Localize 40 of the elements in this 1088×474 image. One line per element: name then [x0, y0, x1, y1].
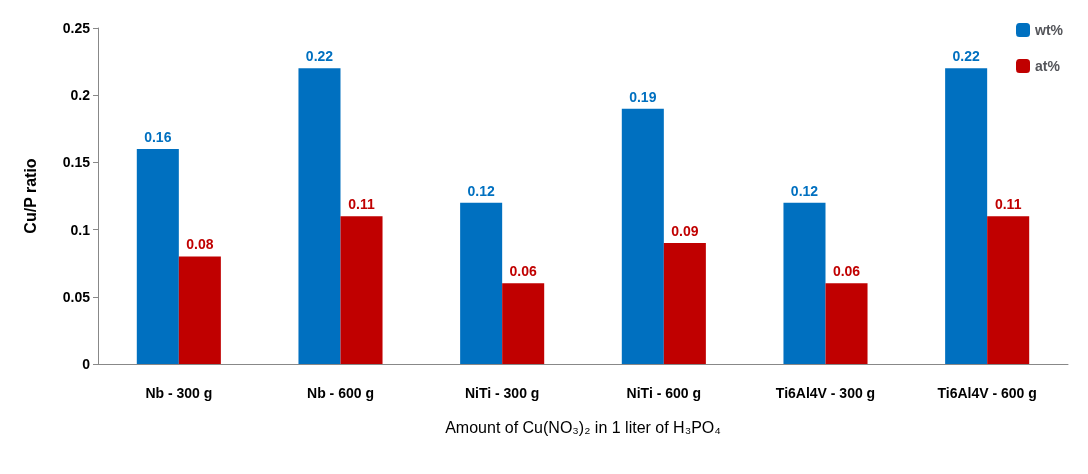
x-tick-label: Ti6Al4V - 300 g [775, 385, 876, 401]
y-tick-label: 0 [82, 356, 91, 372]
data-label: 0.11 [994, 196, 1022, 213]
data-label: 0.06 [832, 263, 861, 280]
x-tick-label: Nb - 300 g [145, 385, 213, 401]
y-tick-label: 0.1 [70, 221, 91, 238]
bar [825, 283, 868, 364]
bar [298, 68, 341, 364]
x-tick-label: Ti6Al4V - 600 g [937, 385, 1037, 401]
bar [340, 216, 383, 364]
bar [945, 68, 988, 364]
bar [783, 202, 826, 364]
data-label: 0.16 [144, 128, 172, 145]
bar [502, 283, 545, 364]
data-label: 0.22 [952, 48, 980, 65]
data-label: 0.09 [671, 223, 699, 240]
data-label: 0.12 [467, 182, 495, 199]
data-label: 0.19 [629, 88, 657, 105]
legend-label: wt% [1034, 22, 1064, 38]
data-label: 0.22 [305, 48, 334, 65]
bar [136, 148, 179, 364]
y-tick-label: 0.2 [70, 87, 91, 104]
bar [663, 243, 706, 364]
x-tick-label: NiTi - 300 g [464, 385, 540, 401]
bar [178, 256, 221, 364]
y-tick-label: 0.05 [62, 288, 91, 305]
y-axis-title: Cu/P ratio [21, 158, 39, 234]
bar [621, 108, 664, 364]
x-tick-label: NiTi - 600 g [626, 385, 702, 401]
y-tick-label: 0.15 [62, 154, 91, 171]
bar [460, 202, 503, 364]
data-label: 0.12 [790, 182, 819, 199]
legend-label: at% [1035, 58, 1061, 74]
bar [987, 216, 1030, 364]
y-tick-label: 0.25 [62, 20, 91, 36]
data-label: 0.06 [509, 263, 538, 280]
x-axis-title: Amount of Cu(NO₃)₂ in 1 liter of H₃PO₄ [445, 418, 721, 436]
x-tick-label: Nb - 600 g [307, 385, 374, 401]
data-label: 0.11 [348, 196, 375, 213]
data-label: 0.08 [186, 236, 214, 253]
